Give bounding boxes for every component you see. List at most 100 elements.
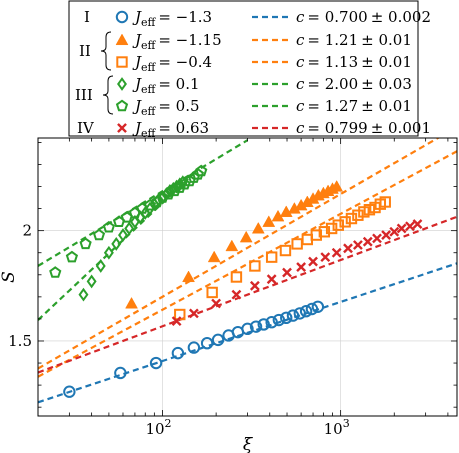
data-point-square xyxy=(379,196,391,208)
legend-series-label: Jeff = −1.3 xyxy=(132,8,212,29)
data-point-cross xyxy=(231,289,242,300)
data-point-circle xyxy=(241,322,254,336)
y-tick-label: 1.5 xyxy=(8,332,32,350)
data-point-pentagon xyxy=(183,174,196,187)
legend-box xyxy=(68,0,419,137)
data-point-square xyxy=(265,251,278,263)
data-point-triangle xyxy=(182,270,195,283)
data-point-pentagon xyxy=(162,187,175,200)
data-point-pentagon xyxy=(79,237,92,250)
data-point-pentagon xyxy=(143,198,157,211)
plot-frame xyxy=(37,137,458,417)
data-points xyxy=(49,164,423,398)
legend-marker-square xyxy=(116,56,128,68)
data-point-triangle xyxy=(125,296,138,309)
data-point-cross xyxy=(320,252,331,263)
data-point-pentagon xyxy=(49,266,62,278)
data-point-square xyxy=(318,226,331,238)
data-point-circle xyxy=(265,316,278,329)
data-point-cross xyxy=(412,219,423,229)
data-point-triangle xyxy=(225,239,239,252)
data-point-pentagon xyxy=(92,228,106,241)
data-point-circle xyxy=(200,336,214,350)
data-point-square xyxy=(332,219,344,231)
data-point-cross xyxy=(171,316,182,327)
data-point-cross xyxy=(282,267,292,278)
data-point-cross xyxy=(381,230,392,240)
data-point-circle xyxy=(63,385,76,398)
data-point-cross xyxy=(308,256,318,267)
data-point-cross xyxy=(266,274,277,285)
data-point-pentagon xyxy=(150,195,164,208)
data-point-cross xyxy=(211,298,222,309)
data-point-square xyxy=(345,212,358,225)
legend-marker-circle xyxy=(115,10,129,24)
data-point-square xyxy=(339,216,351,228)
data-point-cross xyxy=(296,262,307,272)
data-point-cross xyxy=(331,247,342,258)
data-point-circle xyxy=(211,333,225,347)
legend-group-label: I xyxy=(84,8,90,26)
data-point-circle xyxy=(149,356,163,370)
data-point-diamond xyxy=(78,287,89,302)
legend-series-label: Jeff = −1.15 xyxy=(132,31,222,52)
data-point-circle xyxy=(272,313,286,327)
data-point-circle xyxy=(257,318,270,331)
legend-fit-label: c = 2.00 ± 0.03 xyxy=(296,75,412,93)
data-point-circle xyxy=(114,366,127,380)
legend-group-label: III xyxy=(75,86,93,104)
data-point-triangle xyxy=(251,221,265,234)
data-point-diamond xyxy=(86,274,97,289)
legend-fit-label: c = 1.27 ± 0.01 xyxy=(296,97,412,115)
data-point-square xyxy=(206,286,218,299)
data-point-circle xyxy=(187,341,201,354)
data-point-square xyxy=(279,244,292,257)
fit-line xyxy=(38,215,457,374)
legend-marker-pentagon xyxy=(115,99,129,112)
data-point-circle xyxy=(311,300,325,313)
y-tick-label: 2 xyxy=(22,222,32,240)
fit-line xyxy=(38,138,441,370)
data-point-square xyxy=(230,271,243,283)
x-tick-label: 102 xyxy=(145,417,171,438)
data-point-square xyxy=(352,209,364,221)
data-point-square xyxy=(325,222,338,235)
x-tick-label: 103 xyxy=(324,417,350,438)
legend-brace xyxy=(102,75,114,115)
data-point-circle xyxy=(299,304,313,318)
data-point-cross xyxy=(372,233,382,244)
data-point-cross xyxy=(405,221,415,232)
data-point-pentagon xyxy=(195,164,208,177)
legend-marker-cross xyxy=(117,123,127,133)
data-point-triangle xyxy=(330,180,344,192)
legend-series-label: Jeff = 0.5 xyxy=(132,97,200,118)
legend-fit-label: c = 1.13 ± 0.01 xyxy=(296,53,412,71)
data-point-square xyxy=(291,238,303,250)
data-point-diamond xyxy=(95,259,106,273)
data-point-circle xyxy=(305,302,319,316)
axes: 102 103 1.5 2 ξ S xyxy=(0,137,458,453)
legend-fit-label: c = 0.700 ± 0.002 xyxy=(296,8,431,26)
legend-group-label: IV xyxy=(77,119,95,137)
legend-fit-label: c = 1.21 ± 0.01 xyxy=(296,31,412,49)
x-axis-label: ξ xyxy=(243,435,254,453)
fit-line xyxy=(38,150,457,378)
data-point-square xyxy=(249,260,261,272)
data-point-circle xyxy=(280,311,293,325)
data-point-circle xyxy=(293,307,307,320)
data-point-pentagon xyxy=(156,191,169,203)
grid-layer xyxy=(38,138,457,416)
data-point-pentagon xyxy=(178,177,191,190)
data-point-cross xyxy=(188,308,199,319)
data-point-diamond xyxy=(103,245,114,260)
data-point-cross xyxy=(352,240,363,250)
data-point-square xyxy=(310,229,322,241)
data-point-circle xyxy=(171,346,185,360)
data-point-triangle xyxy=(239,230,253,243)
data-point-pentagon xyxy=(191,167,205,180)
data-point-circle xyxy=(286,309,300,322)
data-point-pentagon xyxy=(168,184,181,197)
y-axis-label: S xyxy=(0,271,19,283)
